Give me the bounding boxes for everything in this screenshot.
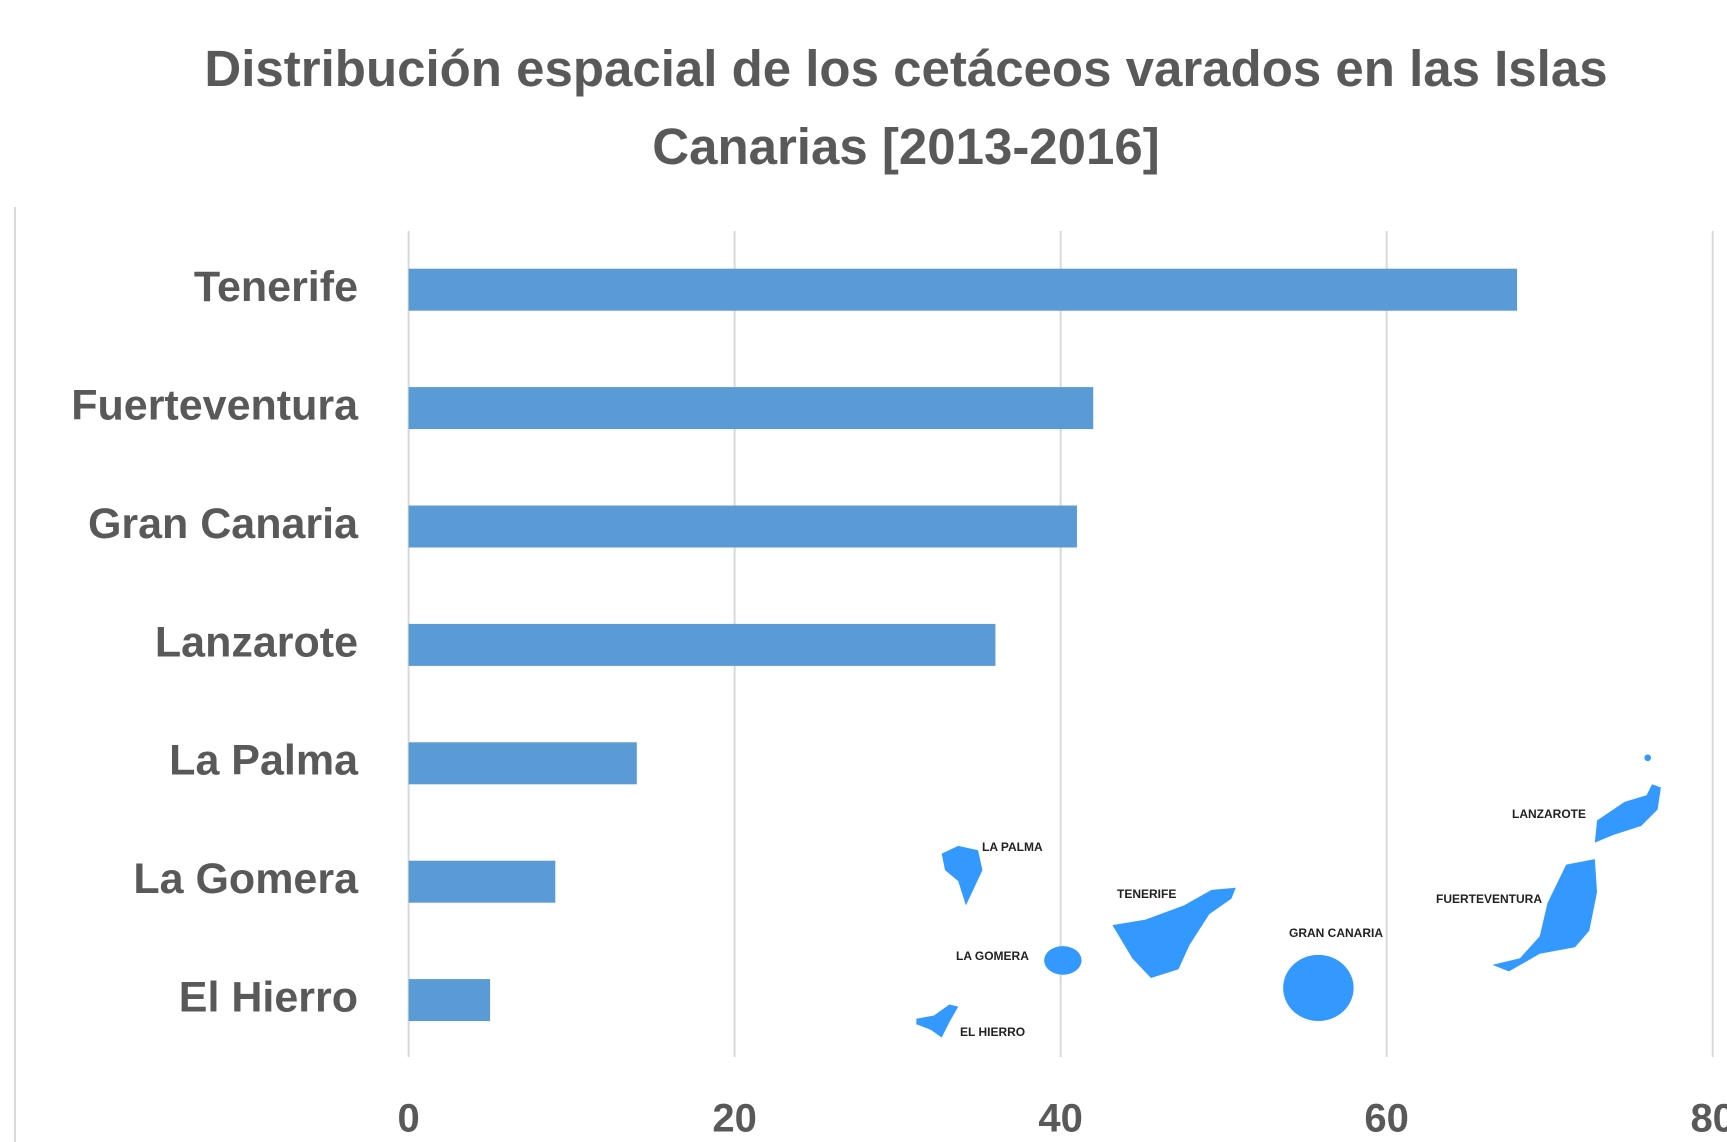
island xyxy=(1112,887,1236,979)
island-map xyxy=(916,754,1661,1038)
island xyxy=(1492,859,1598,972)
map-label: LA GOMERA xyxy=(956,949,1029,963)
x-tick-label: 20 xyxy=(712,1097,757,1141)
y-tick-label: La Palma xyxy=(169,737,359,785)
plot: 0 20 40 60 80 Tenerife Fuerteventura Gran Canar… xyxy=(71,231,1727,1141)
x-tick-label: 80 xyxy=(1690,1097,1727,1141)
bar xyxy=(408,505,1077,548)
island xyxy=(1594,784,1661,843)
chart-title: Distribución espacial de los cetáceos va… xyxy=(204,40,1608,175)
map-label: GRAN CANARIA xyxy=(1289,926,1383,940)
y-tick-label: Tenerife xyxy=(194,263,358,311)
map-label: EL HIERRO xyxy=(960,1025,1025,1039)
island xyxy=(941,845,983,906)
map-label: FUERTEVENTURA xyxy=(1436,892,1542,906)
bar xyxy=(408,860,556,903)
bar xyxy=(408,623,996,666)
bar xyxy=(408,742,637,785)
island xyxy=(916,1004,959,1038)
islet xyxy=(1644,754,1651,762)
x-tick-label: 60 xyxy=(1364,1097,1409,1141)
y-tick-label: Lanzarote xyxy=(155,618,358,666)
map-label: TENERIFE xyxy=(1117,887,1176,901)
map-label: LANZAROTE xyxy=(1512,807,1586,821)
x-tick-label: 0 xyxy=(397,1097,419,1141)
bar xyxy=(408,979,491,1022)
x-tick-label: 40 xyxy=(1038,1097,1083,1141)
y-tick-label: El Hierro xyxy=(179,973,358,1021)
y-tick-label: Fuerteventura xyxy=(71,381,359,429)
map-label: LA PALMA xyxy=(982,840,1043,854)
bar xyxy=(408,268,1518,311)
island xyxy=(1283,954,1354,1021)
island xyxy=(1044,946,1082,975)
y-tick-label: La Gomera xyxy=(133,855,359,903)
bar xyxy=(408,387,1094,430)
y-tick-label: Gran Canaria xyxy=(88,500,359,548)
